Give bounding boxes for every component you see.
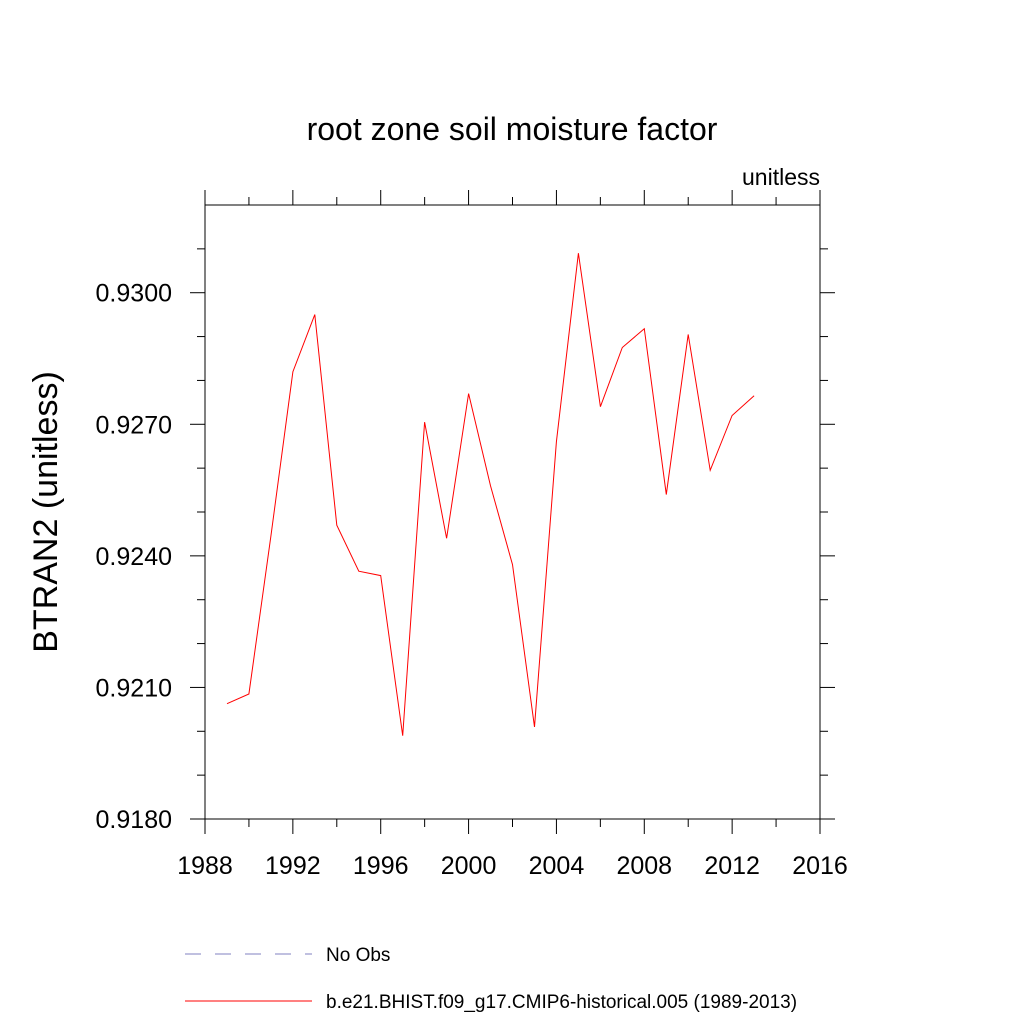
- y-tick-label: 0.9180: [96, 806, 172, 834]
- x-tick-label: 2008: [616, 852, 672, 880]
- x-tick-label: 1988: [177, 852, 233, 880]
- y-tick-label: 0.9300: [96, 280, 172, 308]
- x-tick-label: 2000: [441, 852, 497, 880]
- legend-label: b.e21.BHIST.f09_g17.CMIP6-historical.005…: [326, 992, 797, 1013]
- legend-label: No Obs: [326, 945, 390, 966]
- chart-subtitle: unitless: [742, 164, 820, 190]
- y-tick-label: 0.9270: [96, 411, 172, 439]
- y-tick-label: 0.9210: [96, 674, 172, 702]
- y-axis-label: BTRAN2 (unitless): [27, 371, 65, 653]
- y-tick-label: 0.9240: [96, 543, 172, 571]
- ticks-layer: 1988 1992 1996 2000 2004 2008 2012 2016 0.9180 0.…: [96, 190, 848, 880]
- series-line: [226, 253, 755, 736]
- x-tick-label: 2016: [792, 852, 848, 880]
- chart-title: root zone soil moisture factor: [307, 111, 718, 147]
- x-tick-label: 2012: [704, 852, 760, 880]
- plot-frame: [204, 204, 821, 820]
- x-tick-label: 1992: [265, 852, 321, 880]
- x-tick-label: 2004: [529, 852, 585, 880]
- series-layer: [226, 253, 755, 736]
- x-tick-label: 1996: [353, 852, 409, 880]
- legend: No Obs b.e21.BHIST.f09_g17.CMIP6-historic…: [185, 945, 797, 1013]
